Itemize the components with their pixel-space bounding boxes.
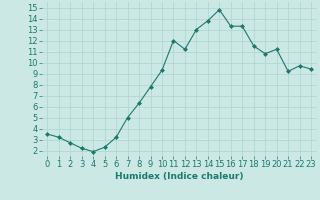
X-axis label: Humidex (Indice chaleur): Humidex (Indice chaleur) (115, 172, 244, 181)
